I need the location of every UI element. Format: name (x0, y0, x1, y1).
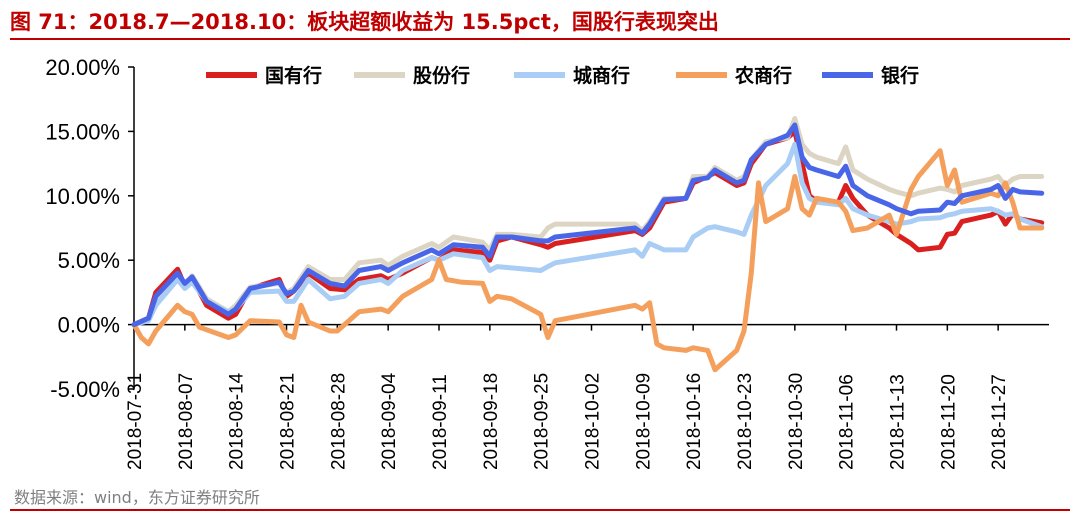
title-divider (10, 38, 1070, 40)
x-axis: 2018-07-31 2018-08-07 2018-08-14 2018-08-21… (125, 323, 1049, 470)
y-tick-label: 10.00% (45, 184, 120, 209)
x-tick-label: 2018-09-04 (379, 372, 400, 470)
x-tick-label: 2018-07-31 (125, 373, 146, 470)
x-tick-label: 2018-11-13 (888, 374, 909, 470)
x-tick-label: 2018-09-11 (430, 374, 451, 470)
x-tick-label: 2018-10-23 (735, 373, 756, 470)
legend-label: 银行 (881, 64, 919, 87)
legend: 国有行 股份行 城商行 农商行 银行 (206, 64, 919, 87)
x-tick-label: 2018-09-18 (481, 373, 502, 470)
series-line (131, 141, 1045, 328)
legend-label: 国有行 (265, 64, 322, 87)
legend-label: 城商行 (573, 64, 630, 87)
x-tick-label: 2018-08-28 (328, 373, 349, 470)
x-tick-label: 2018-10-09 (633, 373, 654, 470)
series-lines (131, 116, 1045, 373)
x-tick-label: 2018-10-16 (684, 373, 705, 470)
y-tick-label: 20.00% (45, 55, 120, 80)
x-tick-label: 2018-08-07 (176, 373, 197, 470)
series-line (131, 148, 1045, 373)
footer-divider (10, 509, 1070, 511)
chart-title: 图 71：2018.7—2018.10：板块超额收益为 15.5pct，国股行表… (10, 10, 719, 34)
legend-label: 农商行 (734, 64, 792, 87)
y-tick-label: 0.00% (58, 313, 120, 338)
legend-label: 股份行 (413, 64, 470, 87)
x-tick-label: 2018-11-06 (837, 374, 858, 470)
y-axis: 20.00% 15.00% 10.00% 5.00% 0.00% -5.00% (45, 55, 135, 402)
y-tick-label: 15.00% (45, 119, 120, 144)
y-tick-label: -5.00% (50, 377, 120, 402)
x-tick-label: 2018-09-25 (532, 373, 553, 470)
x-tick-label: 2018-10-30 (786, 373, 807, 470)
series-line (131, 122, 1045, 328)
series-line (131, 128, 1045, 328)
x-tick-label: 2018-11-27 (989, 374, 1010, 470)
source-note: 数据来源：wind，东方证券研究所 (14, 488, 260, 507)
x-tick-label: 2018-08-14 (227, 372, 248, 470)
y-tick-label: 5.00% (58, 248, 120, 273)
x-tick-label: 2018-08-21 (278, 373, 299, 470)
x-tick-label: 2018-11-20 (938, 374, 959, 470)
x-tick-label: 2018-10-02 (583, 373, 604, 470)
